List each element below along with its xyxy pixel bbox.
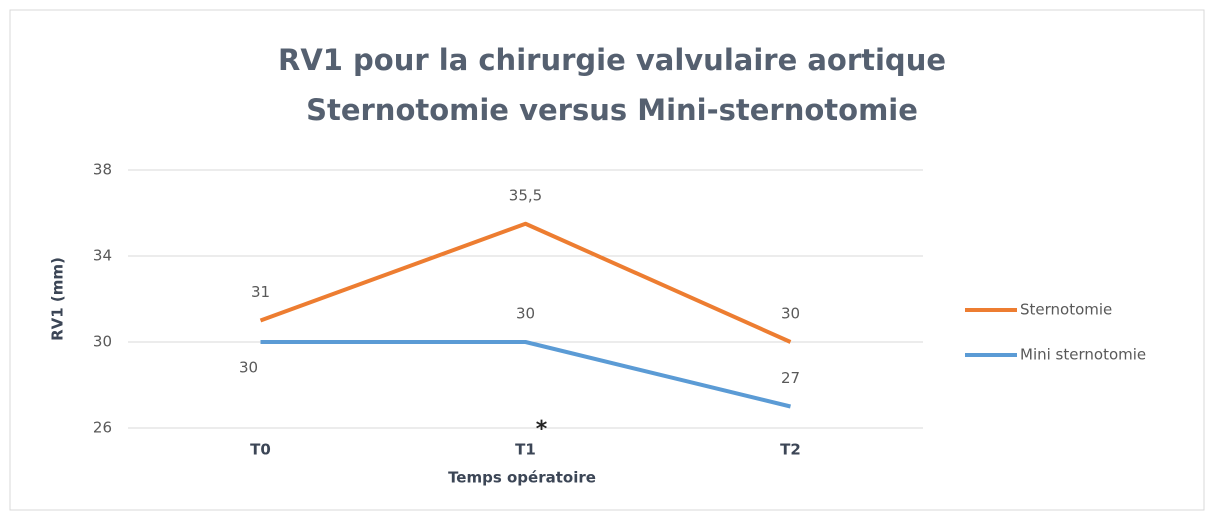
chart-subtitle: Sternotomie versus Mini-sternotomie [306, 93, 918, 127]
annotation: * [536, 417, 548, 442]
legend-label: Mini sternotomie [1020, 346, 1146, 364]
data-label: 30 [239, 359, 258, 377]
chart-title: RV1 pour la chirurgie valvulaire aortiqu… [278, 43, 946, 77]
line-series [260, 340, 791, 409]
y-tick-label: 38 [93, 161, 112, 179]
data-label: 35,5 [509, 186, 542, 204]
y-tick-label: 34 [93, 247, 112, 265]
data-label: 30 [516, 305, 535, 323]
data-label: 27 [781, 369, 800, 387]
x-tick-label: T0 [250, 441, 271, 459]
x-tick-label: T2 [780, 441, 801, 459]
y-axis-title: RV1 (mm) [49, 257, 67, 341]
line-series [259, 221, 792, 344]
legend-label: Sternotomie [1020, 301, 1112, 319]
data-label: 30 [781, 305, 800, 323]
y-tick-label: 30 [93, 333, 112, 351]
x-axis-title: Temps opératoire [448, 469, 596, 487]
x-tick-label: T1 [515, 441, 536, 459]
y-tick-label: 26 [93, 419, 112, 437]
data-label: 31 [251, 283, 270, 301]
